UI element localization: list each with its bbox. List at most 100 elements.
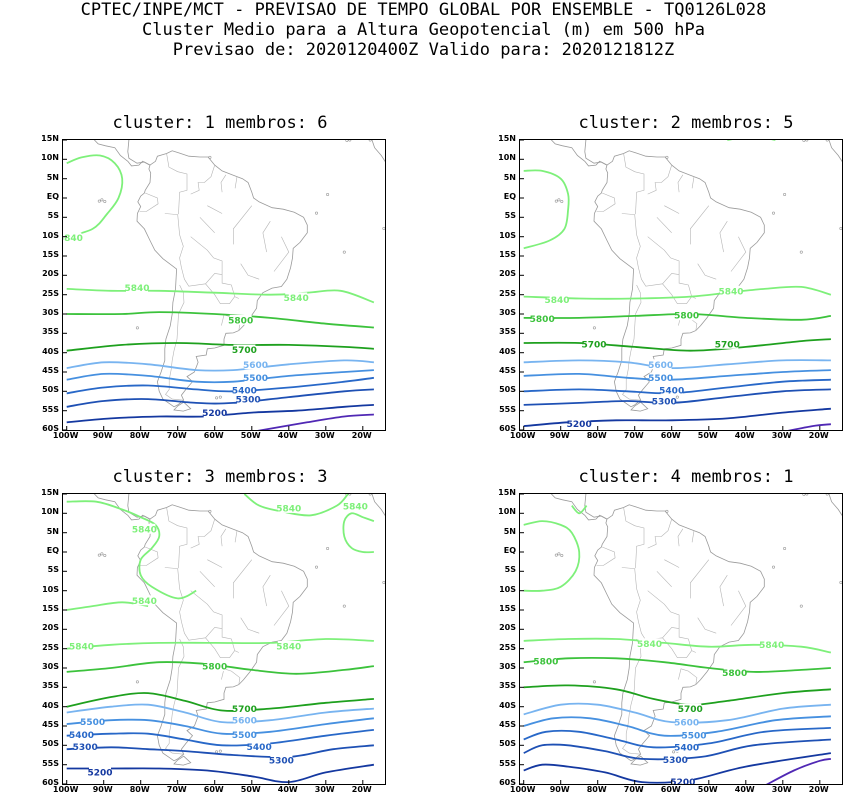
lat-tick-label: EQ [503,546,516,555]
island [560,199,564,203]
lat-tick-label: 50S [499,385,516,395]
contour-label-bg [671,776,694,784]
country-border [662,274,693,304]
country-border [220,528,227,547]
contour-label-bg [233,384,256,395]
contour-label-bg [63,232,82,243]
contour-label-bg [233,715,256,726]
contour-label: 5300 [236,396,261,406]
panel-title: cluster: 2 membros: 5 [578,113,794,133]
island [382,581,385,584]
contour-label-bg [233,703,256,714]
contour-line-5800 [523,656,831,673]
contour-label: 5840 [284,294,309,304]
contour-label: 5840 [544,296,569,306]
lat-tick-label: EQ [46,546,59,555]
island [772,565,776,569]
lon-tick-label: 100W [52,431,79,440]
contour-label: 5500 [80,718,105,728]
contour-label: 5500 [232,731,257,741]
island [345,140,349,142]
island [592,326,596,330]
contour-label: 5800 [530,315,555,325]
island [100,552,104,556]
lat-tick-label: 60S [499,424,516,433]
contour-label: 5200 [670,778,695,784]
contour-label-bg [568,418,591,429]
contour-line-5840 [523,285,832,300]
contour-label: 5700 [232,705,257,715]
lat-tick-label: 15N [498,134,516,143]
contour-label: 5840 [276,504,301,514]
lon-tick-label: 70W [166,785,187,794]
contour-label-bg [74,741,97,752]
lat-tick-label: 55S [42,404,59,414]
lon-tick-label: 60W [203,431,224,440]
lon-tick-label: 80W [586,431,607,440]
lon-tick-label: 70W [623,431,644,440]
contour-label-bg [720,285,742,296]
lat-tick-label: 25S [42,288,59,298]
contour-label-bg [244,359,267,370]
contour-label-bg [534,656,557,666]
lat-tick-label: 20S [42,269,59,279]
country-border [647,590,680,629]
country-border [621,567,641,622]
contour-label-bg [233,729,256,740]
contour-line-5300 [66,388,374,408]
island [665,155,669,159]
contour-label-bg [660,384,683,395]
coastline [630,401,649,412]
lat-tick-label: 35S [499,327,516,337]
map-svg: 5840 5840 5840 5840 5840 5840 5800 5700 5600 5500… [63,494,385,784]
island [348,494,352,496]
coastline [371,494,385,516]
lon-tick-label: 60W [203,785,224,794]
contour-line-5840 [66,638,374,650]
contour-label-bg [649,359,672,370]
lat-tick-label: 50S [42,739,59,749]
country-border [664,559,680,568]
map-svg: 5840 5840 5800 5800 5700 5700 5600 5500 5400 5300… [520,140,842,430]
country-border [662,628,693,658]
lon-tick-label: 90W [549,431,570,440]
island [825,140,829,142]
lat-tick-label: 25S [42,642,59,652]
panel-title: cluster: 1 membros: 6 [112,113,328,133]
island [783,546,787,550]
contour-line-5100 [257,413,374,430]
country-border [139,546,159,566]
country-border [166,507,188,569]
lat-tick-label: EQ [46,192,59,201]
country-border [220,174,227,193]
island [554,199,558,203]
island [675,395,679,399]
lat-tick-label: 10N [41,153,59,163]
contour-label-bg [723,667,746,678]
contour-label: 5840 [343,503,368,513]
lon-tick-label: 80W [129,785,150,794]
lat-tick-label: 5N [503,172,516,182]
contour-line-5800 [66,311,374,329]
lat-tick-label: 55S [42,758,59,768]
lon-tick-label: 80W [586,785,607,794]
island [100,198,104,202]
lon-tick-label: 20W [351,785,372,794]
lat-tick-label: 5S [47,211,59,221]
contour-label-bg [546,294,568,305]
contour-label: 5700 [232,346,257,356]
country-border [234,176,238,189]
map-panel: 5840 5840 5840 5840 5840 5840 5800 5700 5600 5500… [62,493,386,785]
contour-label-bg [277,641,300,651]
contour-label: 5300 [73,743,98,753]
contour-label: 5500 [681,731,706,741]
island [805,494,809,496]
country-border [164,213,184,268]
country-border [240,263,260,280]
island [315,565,319,569]
island [799,604,803,608]
title-line-2: Cluster Medio para a Altura Geopotencial… [142,20,705,40]
contour-label-bg [653,396,676,406]
contour-label-bg [126,282,148,293]
lat-tick-label: 15S [42,604,59,613]
